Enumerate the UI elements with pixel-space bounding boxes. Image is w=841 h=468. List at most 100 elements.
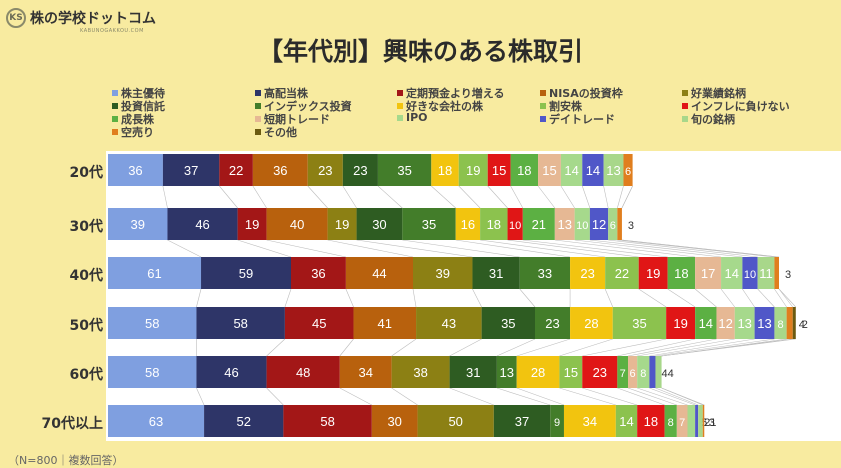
legend-swatch <box>255 129 261 135</box>
bar-segment <box>327 208 357 240</box>
data-label: 59 <box>239 266 253 281</box>
bar-segment <box>510 154 539 186</box>
series-connector-line <box>196 288 202 308</box>
bar-segment <box>676 405 688 437</box>
category-label: 20代 <box>69 165 103 181</box>
series-connector-line <box>627 338 717 357</box>
series-connector-line <box>391 338 417 357</box>
series-connector-line <box>667 288 696 308</box>
data-label: 13 <box>737 316 751 331</box>
data-label: 3 <box>785 269 791 281</box>
legend-item: 旬の銘柄 <box>682 111 735 127</box>
legend-label: 株主優待 <box>121 87 165 100</box>
bar-segment <box>608 208 618 240</box>
bar-segment <box>615 405 638 437</box>
bar-segment <box>603 154 624 186</box>
legend-label: デイトレード <box>549 113 615 126</box>
legend-label: 空売り <box>121 126 154 139</box>
data-label: 19 <box>466 163 480 178</box>
data-label: 14 <box>564 163 578 178</box>
data-label: 13 <box>757 316 771 331</box>
series-connector-line <box>559 387 616 406</box>
data-label: 6 <box>610 220 616 232</box>
series-connector-line <box>742 288 755 308</box>
data-label: 18 <box>438 163 452 178</box>
data-label: 58 <box>145 365 159 380</box>
bar-segment <box>589 208 609 240</box>
bar-segment <box>716 307 735 339</box>
legend-item: IPO <box>397 111 428 124</box>
series-connector-line <box>637 338 735 357</box>
legend-label: 短期トレード <box>264 113 330 126</box>
series-connector-line <box>431 185 456 209</box>
data-label: 28 <box>584 316 598 331</box>
series-connector-line <box>581 185 591 209</box>
data-label: 3 <box>628 220 634 232</box>
bar-segment <box>666 307 696 339</box>
data-label: 18 <box>517 163 531 178</box>
data-label: 15 <box>492 163 506 178</box>
series-connector-line <box>339 338 354 357</box>
series-connector-line <box>162 185 168 209</box>
bar-segment <box>356 208 403 240</box>
series-connector-line <box>655 387 699 406</box>
bar-segment <box>345 257 413 289</box>
category-label: 30代 <box>69 219 103 235</box>
legend-swatch <box>112 90 118 96</box>
data-label: 13 <box>606 163 620 178</box>
legend-swatch <box>255 116 261 122</box>
series-connector-line <box>219 185 238 209</box>
bar-segment <box>637 405 665 437</box>
bar-segment <box>449 356 497 388</box>
data-label: 4 <box>661 368 667 380</box>
bar-segment <box>623 154 633 186</box>
series-connector-line <box>266 338 286 357</box>
data-label: 10 <box>509 220 521 232</box>
data-label: 58 <box>233 316 247 331</box>
data-label: 8 <box>668 417 674 429</box>
bar-segment <box>108 257 202 289</box>
legend-swatch <box>397 114 403 121</box>
data-label: 21 <box>532 217 546 232</box>
data-label: 34 <box>358 365 372 380</box>
data-label: 3 <box>709 417 715 429</box>
series-connector-line <box>649 338 755 357</box>
bar-segment <box>550 405 564 437</box>
bar-segment <box>582 154 604 186</box>
series-connector-line <box>507 239 639 258</box>
bar-segment <box>480 208 508 240</box>
series-connector-line <box>638 288 667 308</box>
logo: KS 株の学校ドットコム <box>6 8 156 28</box>
data-label: 36 <box>128 163 142 178</box>
series-connector-line <box>327 239 414 258</box>
bar-segment <box>516 356 560 388</box>
legend-swatch <box>255 90 261 96</box>
bar-segment <box>742 257 758 289</box>
series-connector-line <box>342 185 357 209</box>
series-connector-line <box>655 338 775 357</box>
series-connector-line <box>516 338 571 357</box>
bar-segment <box>792 307 796 339</box>
bar-segment <box>522 208 555 240</box>
bar-segment <box>638 257 668 289</box>
series-connector-line <box>617 185 624 209</box>
bar-segment <box>108 208 168 240</box>
series-connector-line <box>339 387 372 406</box>
data-label: 15 <box>542 163 556 178</box>
data-label: 63 <box>149 414 163 429</box>
data-label: 22 <box>615 266 629 281</box>
series-connector-line <box>559 338 613 357</box>
data-label: 28 <box>531 365 545 380</box>
data-label: 12 <box>592 217 606 232</box>
bar-segment <box>416 307 482 339</box>
data-label: 46 <box>195 217 209 232</box>
bar-segment <box>507 208 523 240</box>
data-label: 37 <box>515 414 529 429</box>
data-label: 30 <box>372 217 386 232</box>
legend-label: インフレに負けない <box>691 100 790 113</box>
bar-segment <box>605 257 639 289</box>
bar-segment <box>458 154 488 186</box>
series-connector-line <box>237 239 292 258</box>
bar-segment <box>413 257 473 289</box>
legend-item: 成長株 <box>112 111 154 127</box>
